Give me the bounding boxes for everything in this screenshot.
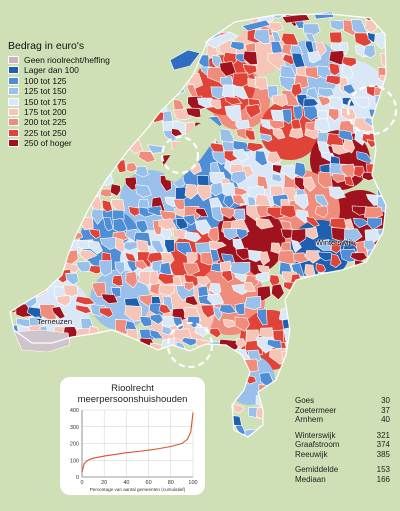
place-label-winterswijk: Winterswijk xyxy=(316,238,354,247)
legend-item: 200 tot 225 xyxy=(8,117,110,127)
x-tick-label: 100 xyxy=(188,480,197,486)
terneuzen-zeeland-flanders xyxy=(13,329,71,353)
y-tick-label: 0 xyxy=(76,475,79,481)
y-tick-label: 100 xyxy=(70,458,79,464)
legend-item: 175 tot 200 xyxy=(8,107,110,117)
y-tick-label: 400 xyxy=(70,408,79,414)
x-tick-label: 60 xyxy=(146,480,152,486)
stat-value: 321 xyxy=(376,430,390,440)
legend-item: Lager dan 100 xyxy=(8,65,110,75)
legend-label: Geen rioolrecht/heffing xyxy=(24,55,110,65)
legend-label: 125 tot 150 xyxy=(24,86,67,97)
stat-value: 37 xyxy=(381,405,390,415)
stat-name: Graafstroom xyxy=(295,440,340,449)
legend-label: 175 tot 200 xyxy=(24,106,67,117)
legend-item: 100 tot 125 xyxy=(8,76,110,86)
stat-value: 166 xyxy=(376,474,390,484)
stat-row: Arnhem 40 xyxy=(295,415,390,425)
legend-item: 225 tot 250 xyxy=(8,128,110,138)
stat-row: Reeuwijk 385 xyxy=(295,450,390,460)
inset-chart-panel: Rioolrecht meerpersoonshuishouden 0 100 20… xyxy=(60,377,205,495)
legend-swatch xyxy=(8,97,19,106)
stat-name: Mediaan xyxy=(295,474,326,484)
stat-name: Zoetermeer xyxy=(295,405,337,415)
x-axis-label: Percentage van aantal gemeenten (cumulat… xyxy=(90,487,186,492)
stat-name: Arnhem xyxy=(295,415,324,424)
place-label-terneuzen: Terneuzen xyxy=(37,317,73,326)
highlight-circles xyxy=(160,84,398,369)
inset-title-line1: Rioolrecht xyxy=(111,383,154,394)
ijsselmeer-water xyxy=(162,118,222,182)
stat-value: 374 xyxy=(376,440,390,449)
series-line xyxy=(81,412,194,473)
inset-title-line2: meerpersoonshuishouden xyxy=(77,394,188,405)
legend-swatch xyxy=(8,87,19,96)
legend-label: Lager dan 100 xyxy=(24,65,79,76)
x-tick-label: 40 xyxy=(123,480,129,486)
stat-row: Winterswijk 321 xyxy=(295,431,390,441)
legend-label: 100 tot 125 xyxy=(24,75,67,86)
legend-title: Bedrag in euro's xyxy=(8,40,85,52)
stat-name: Winterswijk xyxy=(295,430,336,440)
stat-value: 385 xyxy=(376,449,390,459)
legend-item: 150 tot 175 xyxy=(8,97,110,107)
stat-row: Mediaan 166 xyxy=(295,475,390,485)
y-tick-label: 300 xyxy=(70,425,79,431)
stat-value: 153 xyxy=(376,465,390,474)
legend-swatch xyxy=(8,76,19,85)
legend-label: 250 of hoger xyxy=(24,138,72,149)
legend-swatch xyxy=(8,139,19,148)
legend-label: 150 tot 175 xyxy=(24,96,67,107)
stat-name: Reeuwijk xyxy=(295,449,328,459)
chart-axes xyxy=(81,410,193,478)
legend-label: 225 tot 250 xyxy=(24,127,67,138)
legend-swatch xyxy=(8,128,19,137)
y-tick-label: 200 xyxy=(70,442,79,448)
legend-item: 250 of hoger xyxy=(8,138,110,148)
stat-row: Goes 30 xyxy=(295,396,390,406)
legend-swatch xyxy=(8,107,19,116)
legend-item: Geen rioolrecht/heffing xyxy=(8,55,110,65)
stat-row: Gemiddelde 153 xyxy=(295,465,390,475)
x-tick-label: 80 xyxy=(168,480,174,486)
stat-value: 40 xyxy=(381,415,390,424)
legend-swatch xyxy=(8,118,19,127)
legend-swatch xyxy=(8,66,19,75)
stat-row: Zoetermeer 37 xyxy=(295,406,390,416)
legend-swatch xyxy=(8,56,19,64)
stat-row: Graafstroom 374 xyxy=(295,440,390,450)
stat-name: Gemiddelde xyxy=(295,465,339,474)
legend-label: 200 tot 225 xyxy=(24,117,67,128)
legend-item: 125 tot 150 xyxy=(8,86,110,96)
stat-name: Goes xyxy=(295,396,315,405)
legend: Bedrag in euro's Geen rioolrecht/heffing… xyxy=(8,40,110,149)
stat-value: 30 xyxy=(381,396,390,405)
stats-panel: Goes 30 Zoetermeer 37 Arnhem 40 Winterswijk 32… xyxy=(295,396,390,484)
x-tick-label: 0 xyxy=(80,480,83,486)
x-tick-label: 20 xyxy=(101,480,107,486)
